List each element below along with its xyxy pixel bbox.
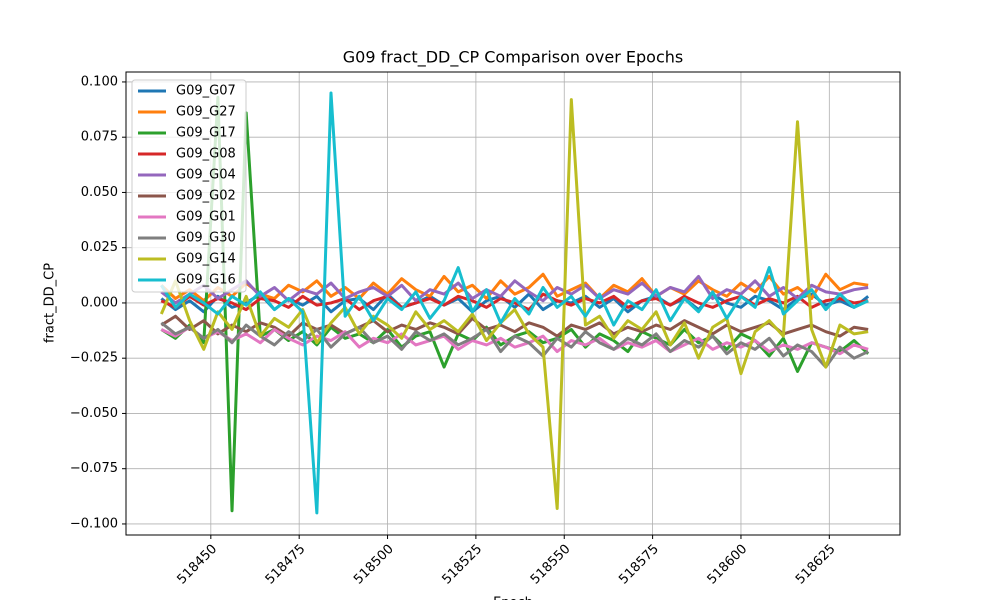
legend-label: G09_G02 bbox=[176, 189, 236, 204]
x-tick-label: 518600 bbox=[705, 542, 751, 588]
x-tick-label: 518575 bbox=[616, 542, 662, 588]
y-tick-label: −0.050 bbox=[70, 406, 118, 421]
x-tick-label: 518550 bbox=[528, 542, 574, 588]
series-line bbox=[160, 314, 869, 338]
x-tick-label: 518475 bbox=[263, 542, 309, 588]
legend-label: G09_G04 bbox=[176, 168, 236, 183]
legend-label: G09_G14 bbox=[176, 252, 236, 267]
x-tick-label: 518450 bbox=[174, 542, 220, 588]
x-axis-label: Epoch bbox=[493, 596, 533, 600]
series-line bbox=[160, 91, 869, 515]
y-tick-label: 0.100 bbox=[81, 74, 118, 89]
legend-label: G09_G08 bbox=[176, 147, 236, 162]
y-tick-label: 0.000 bbox=[81, 295, 118, 310]
legend-label: G09_G17 bbox=[176, 126, 236, 141]
y-tick-label: −0.100 bbox=[70, 516, 118, 531]
x-tick-label: 518525 bbox=[439, 542, 485, 588]
y-tick-label: 0.025 bbox=[81, 240, 118, 255]
chart-title: G09 fract_DD_CP Comparison over Epochs bbox=[343, 48, 683, 68]
x-tick-label: 518625 bbox=[793, 542, 839, 588]
y-tick-label: 0.050 bbox=[81, 185, 118, 200]
series-line bbox=[160, 272, 869, 303]
legend-label: G09_G16 bbox=[176, 273, 236, 288]
y-tick-label: −0.025 bbox=[70, 351, 118, 366]
series-line bbox=[160, 274, 869, 305]
y-axis-label: fract_DD_CP bbox=[43, 263, 58, 343]
y-tick-label: 0.075 bbox=[81, 130, 118, 145]
legend-label: G09_G27 bbox=[176, 105, 236, 120]
x-tick-label: 518500 bbox=[351, 542, 397, 588]
legend-label: G09_G01 bbox=[176, 210, 236, 225]
y-tick-label: −0.075 bbox=[70, 461, 118, 476]
legend-label: G09_G30 bbox=[176, 231, 236, 246]
legend-label: G09_G07 bbox=[176, 84, 236, 99]
plot-frame bbox=[125, 71, 901, 536]
legend: G09_G07 G09_G27 G09_G17 G09_G08 G09_G04 G09_G… bbox=[131, 79, 247, 293]
series-line bbox=[159, 98, 869, 510]
